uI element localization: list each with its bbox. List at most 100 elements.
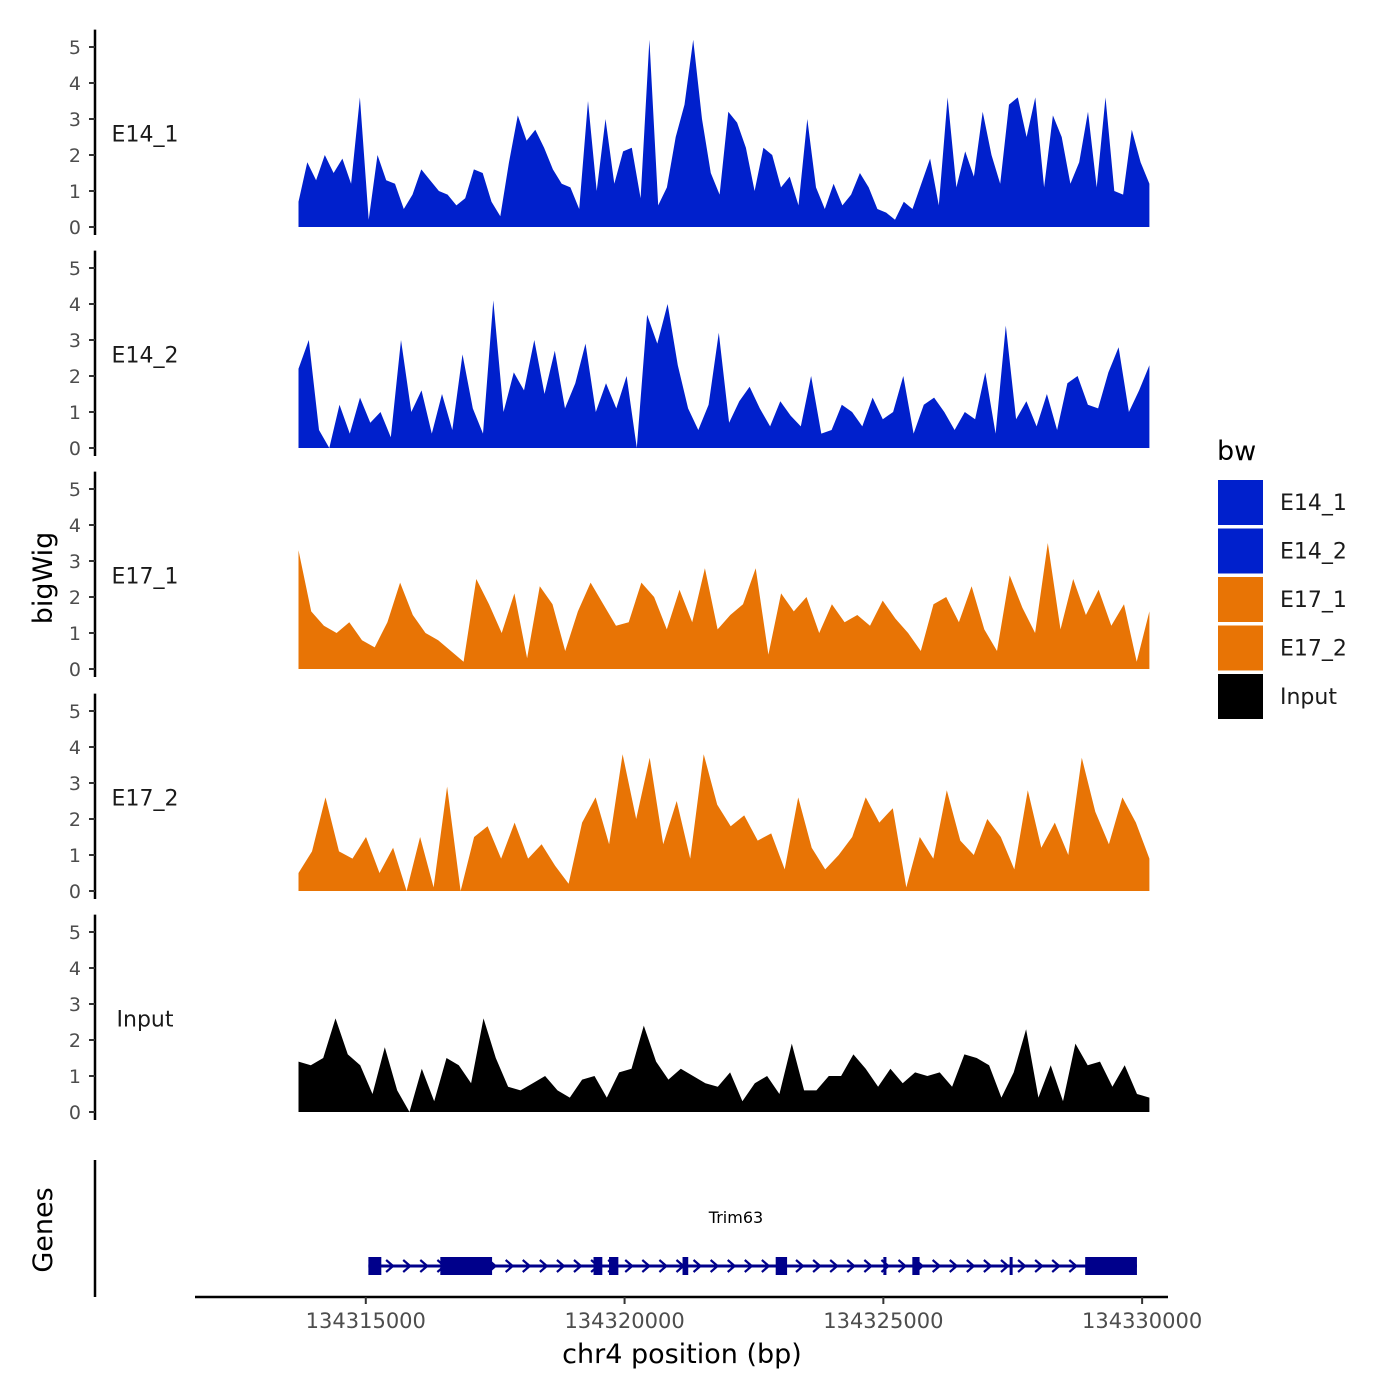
track-label: Input	[117, 1007, 174, 1032]
legend-swatch-E14_1	[1218, 480, 1263, 525]
x-axis-title: chr4 position (bp)	[562, 1339, 802, 1370]
strand-arrow	[931, 1259, 942, 1273]
strand-arrow	[1051, 1259, 1061, 1273]
strand-arrow	[812, 1259, 822, 1273]
strand-arrow	[419, 1259, 429, 1273]
coverage-area-E17_2	[298, 754, 1150, 891]
y-tick-label: 3	[69, 773, 81, 795]
strand-arrow	[1000, 1259, 1010, 1273]
gene-exon	[1085, 1257, 1137, 1275]
track-E14_1: 0 1 2 3 4 5 E14_1	[69, 29, 1150, 239]
y-tick-label: 0	[69, 881, 81, 903]
track-Input: 0 1 2 3 4 5 Input	[69, 914, 1150, 1124]
y-tick-label: 4	[69, 515, 81, 537]
strand-arrow	[692, 1259, 703, 1273]
gene-exon	[682, 1257, 689, 1275]
legend-label: E14_1	[1280, 491, 1347, 516]
strand-arrow	[726, 1259, 737, 1273]
strand-arrow	[1034, 1259, 1044, 1273]
gene-exon	[1009, 1257, 1013, 1275]
track-label: E17_1	[112, 564, 179, 589]
legend-label: E14_2	[1280, 540, 1347, 565]
strand-arrow	[641, 1259, 651, 1273]
legend-swatch-E14_2	[1218, 528, 1263, 574]
y-tick-label: 1	[69, 845, 81, 867]
x-tick-label: 134320000	[564, 1309, 684, 1333]
strand-arrow	[1068, 1259, 1078, 1273]
y-tick-label: 5	[69, 37, 81, 59]
y-tick-label: 4	[69, 294, 81, 316]
gene-exon	[593, 1257, 603, 1275]
track-label: E14_1	[112, 122, 179, 147]
y-tick-label: 0	[69, 438, 81, 460]
x-tick-label: 134330000	[1082, 1309, 1202, 1333]
y-tick-label: 4	[69, 958, 81, 980]
x-tick-label: 134325000	[823, 1309, 943, 1333]
y-tick-label: 3	[69, 330, 81, 352]
coverage-area-E14_2	[298, 300, 1150, 448]
strand-arrow	[949, 1259, 959, 1273]
strand-arrow	[1017, 1259, 1027, 1273]
y-tick-label: 2	[69, 587, 81, 609]
y-tick-label: 4	[69, 737, 81, 759]
y-tick-label: 5	[69, 701, 81, 723]
legend-label: E17_1	[1280, 588, 1347, 613]
strand-arrow	[897, 1259, 908, 1273]
legend-label: Input	[1280, 685, 1337, 710]
legend-title: bw	[1217, 436, 1256, 467]
gene-name-label: Trim63	[708, 1208, 763, 1227]
track-E14_2: 0 1 2 3 4 5 E14_2	[69, 250, 1150, 460]
strand-arrow	[522, 1259, 532, 1273]
legend-swatch-Input	[1218, 674, 1263, 719]
legend: bw E14_1 E14_2 E17_1 E17_2 Input	[1217, 436, 1347, 719]
y-tick-label: 3	[69, 551, 81, 573]
strand-arrow	[829, 1259, 839, 1273]
coverage-tracks: 0 1 2 3 4 5 E14_1 0 1 2 3 4 5 E14_2 0 1 2 3 4 5 E17_1 0 1 2 3 4 5 E…	[69, 29, 1150, 1124]
y-tick-label: 5	[69, 922, 81, 944]
legend-label: E17_2	[1280, 637, 1347, 662]
strand-arrow	[556, 1259, 566, 1273]
y-tick-label: 0	[69, 659, 81, 681]
y-tick-label: 2	[69, 145, 81, 167]
track-label: E17_2	[112, 786, 179, 811]
gene-track: Trim63	[93, 1160, 1137, 1297]
x-tick-label: 134315000	[306, 1309, 426, 1333]
legend-swatch-E17_1	[1218, 577, 1263, 622]
y-tick-label: 1	[69, 181, 81, 203]
genes-track-title: Genes	[28, 1187, 59, 1272]
coverage-area-E14_1	[298, 39, 1150, 227]
x-axis: 134315000 134320000 134325000 134330000	[195, 1295, 1202, 1333]
gene-exon	[368, 1257, 382, 1275]
strand-arrow	[761, 1259, 771, 1273]
legend-swatch-E17_2	[1218, 625, 1263, 671]
strand-arrow	[983, 1259, 993, 1273]
y-tick-label: 2	[69, 1030, 81, 1052]
strand-arrow	[385, 1259, 395, 1273]
strand-arrow	[846, 1259, 856, 1273]
strand-arrow	[402, 1259, 412, 1273]
y-tick-label: 1	[69, 402, 81, 424]
y-tick-label: 5	[69, 479, 81, 501]
gene-exon	[440, 1257, 493, 1275]
gene-exon	[775, 1257, 788, 1275]
y-tick-label: 1	[69, 623, 81, 645]
y-axis-title: bigWig	[28, 532, 59, 625]
y-tick-label: 3	[69, 994, 81, 1016]
strand-arrow	[709, 1259, 720, 1273]
coverage-area-E17_1	[298, 543, 1150, 669]
track-label: E14_2	[112, 343, 179, 368]
y-tick-label: 4	[69, 73, 81, 95]
y-tick-label: 0	[69, 1102, 81, 1124]
strand-arrow	[573, 1259, 583, 1273]
strand-arrow	[966, 1259, 976, 1273]
strand-arrow	[744, 1259, 754, 1273]
y-tick-label: 2	[69, 366, 81, 388]
gene-exon	[912, 1257, 920, 1275]
track-E17_1: 0 1 2 3 4 5 E17_1	[69, 471, 1150, 681]
coverage-area-Input	[298, 1018, 1150, 1112]
strand-arrow	[624, 1259, 634, 1273]
y-tick-label: 5	[69, 258, 81, 280]
y-tick-label: 1	[69, 1066, 81, 1088]
y-tick-label: 0	[69, 217, 81, 239]
